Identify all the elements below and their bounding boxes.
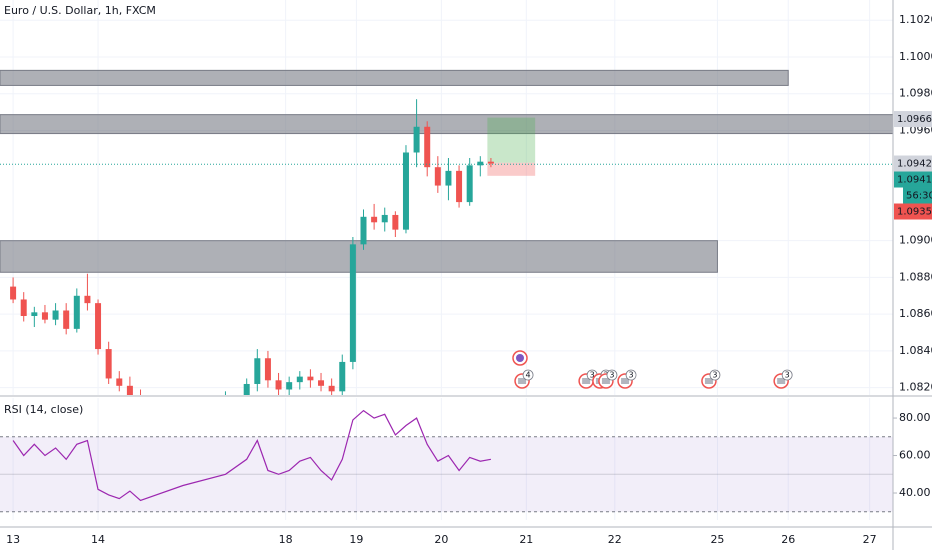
x-tick-label: 26 [781,533,795,546]
x-tick-label: 27 [863,533,877,546]
event-icon-inner [601,378,610,384]
event-count: 3 [590,371,595,380]
y-tick-label: 1.09000 [899,234,932,247]
candle-body [254,358,261,384]
y-tick-label: 60.00 [899,449,931,462]
event-count-bg [625,369,637,381]
event-count: 3 [785,371,790,380]
candle-body [116,378,123,386]
x-tick-label: 13 [6,533,20,546]
event-count: 3 [712,371,717,380]
candle-body [63,310,70,329]
rsi-pane [0,398,893,520]
countdown: 56:30 [906,191,932,202]
zone [0,114,893,135]
rsi-line [12,409,492,502]
candle-body [360,216,367,245]
candle-body [477,161,484,166]
candle-body [41,312,48,320]
candle-body [126,385,133,395]
candle-body [286,382,293,390]
candle-body [466,165,473,203]
price-tag-label: 1.09416 [897,175,932,186]
candle-body [10,286,17,300]
x-tick-label: 18 [279,533,293,546]
event-icon [512,350,528,366]
candle-body [456,170,463,203]
event-count-bg [606,369,618,381]
x-tick-label: 19 [349,533,363,546]
event-count: 3 [629,371,634,380]
position-target [487,117,536,163]
price-tag-label: 1.09662 [897,114,932,125]
y-tick-label: 1.10000 [899,50,932,63]
event-count-bg [781,369,793,381]
candle-body [349,244,356,362]
x-tick-label: 21 [519,533,533,546]
y-tick-label: 1.08200 [899,381,932,394]
chart-title: Euro / U.S. Dollar, 1h, FXCM [4,4,156,17]
candle-body [445,170,452,186]
y-tick-label: 1.08800 [899,270,932,283]
zone [0,69,789,86]
x-tick-label: 14 [91,533,105,546]
candle-body [95,303,102,350]
y-tick-label: 1.08400 [899,344,932,357]
event-count-bg [709,369,721,381]
axes: 13 14 18 19 20 21 22 25 26 27 1.10200 1.10000 1.0980… [6,13,932,546]
event-icon-inner [777,378,786,384]
event-count: 4 [526,371,531,380]
candle-body [434,167,441,186]
candle-body [73,295,80,329]
candle-body [381,214,388,223]
candle-body [31,312,38,316]
y-tick-label: 40.00 [899,486,931,499]
y-tick-label: 1.10200 [899,13,932,26]
countdown-bg [903,187,932,204]
x-tick-label: 20 [434,533,448,546]
candle-body [296,376,303,383]
event-count-bg [522,369,534,381]
price-tag [894,203,932,220]
event-count: 3 [609,371,614,380]
candle-body [413,126,420,153]
candle-body [105,349,112,379]
y-tick-label: 1.08600 [899,307,932,320]
x-tick-label: 25 [710,533,724,546]
candle-body [339,361,346,392]
event-icon-inner [582,378,591,384]
price-tag-label: 1.09420 [897,159,932,170]
price-tag [894,111,932,128]
y-tick-label: 80.00 [899,411,931,424]
candle-body [392,214,399,230]
x-tick-label: 22 [608,533,622,546]
candle-body [52,310,59,320]
price-tag [894,155,932,172]
candle-body [318,380,325,386]
position-stop [487,162,536,176]
candle-body [275,380,282,390]
candle-body [84,295,91,304]
candle-body [371,216,378,223]
candle-body [264,358,271,381]
candle-body [243,383,250,395]
candle-body [402,152,409,230]
price-tag [894,171,932,188]
main-pane: 4333333 [0,0,893,395]
candle-body [328,385,335,392]
event-icon-inner [518,378,527,384]
zone [0,240,718,273]
rsi-title: RSI (14, close) [4,403,83,416]
y-tick-label: 1.09800 [899,87,932,100]
candle-body [307,376,314,381]
price-tag-label: 1.09351 [897,207,932,218]
event-icon-inner [704,378,713,384]
rsi-band [0,436,893,512]
candle-body [20,299,27,316]
candle-body [487,161,494,164]
candle-body [424,126,431,168]
event-icon-inner [621,378,630,384]
